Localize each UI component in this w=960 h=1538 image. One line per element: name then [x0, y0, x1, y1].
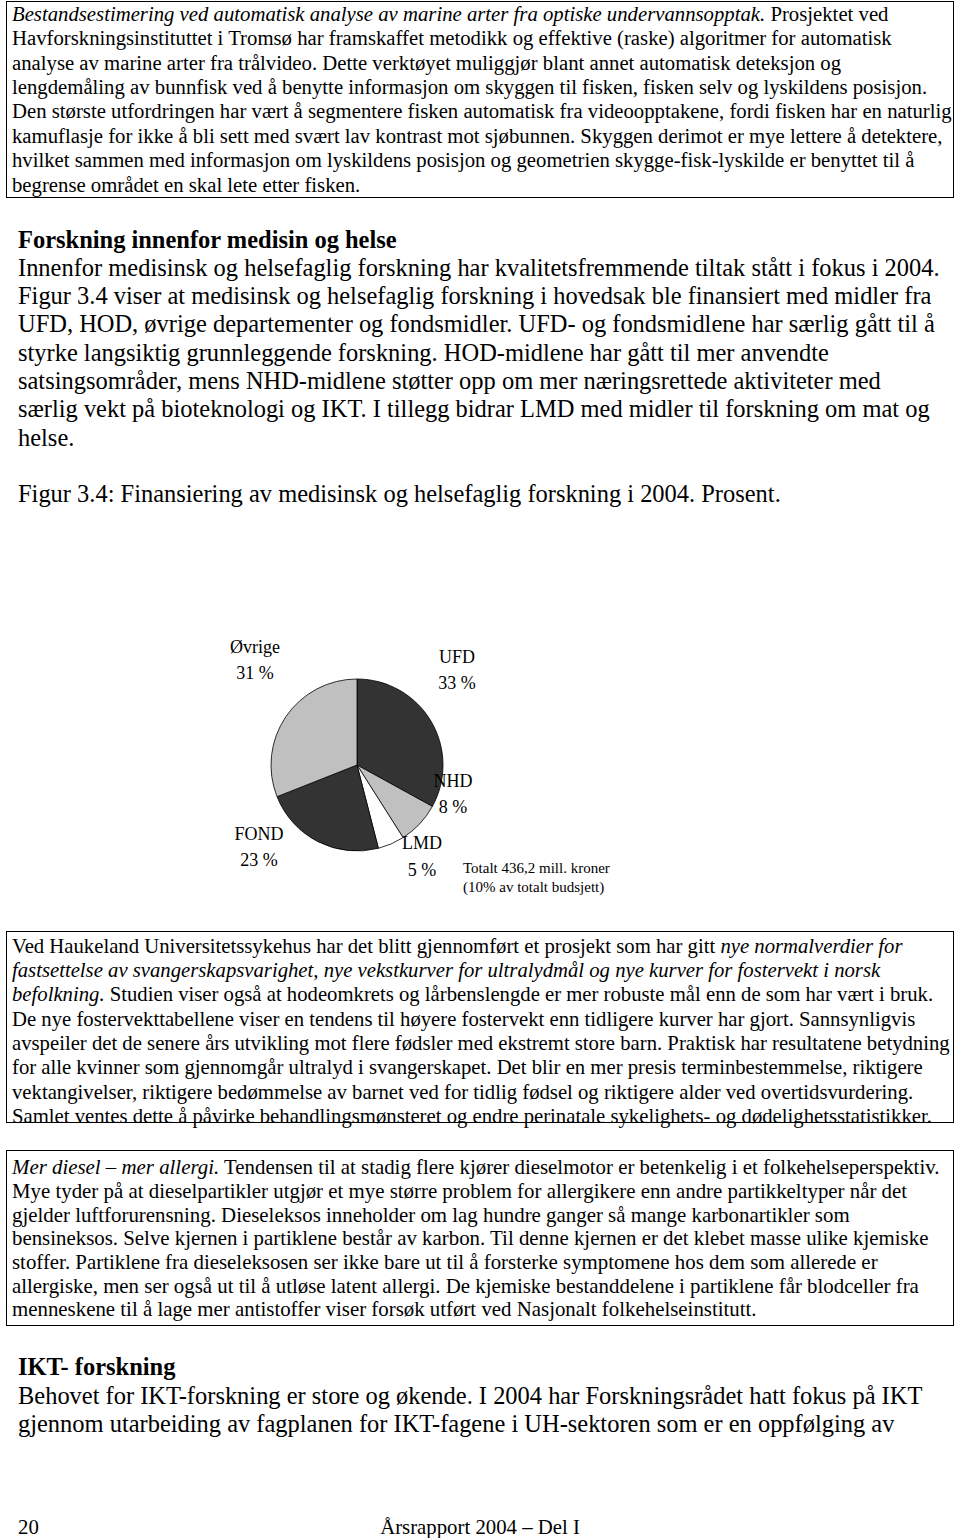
text-line: særlig vekt på bioteknologi og IKT. I ti… — [18, 395, 930, 423]
text-line: kamuflasje for ikke å bli sett med svært… — [12, 124, 943, 148]
pie-chart: UFD 33 % NHD 8 % LMD 5 % FOND 23 % Øvrige 31 % Tot… — [0, 600, 960, 920]
value-label: 8 % — [439, 797, 468, 817]
text: Figur 3.4 viser at medisinsk og helsefag… — [18, 282, 931, 309]
text: gjennom utarbeiding av fagplanen for IKT… — [18, 1410, 894, 1437]
pie-slice — [271, 679, 357, 797]
text: vektangivelser, riktigere bedømmelse av … — [12, 1081, 913, 1103]
annotations: Totalt 436,2 mill. kroner (10% av totalt … — [463, 860, 610, 896]
text-line: fastsettelse av svangerskapsvarighet, ny… — [12, 958, 880, 982]
text: Havforskningsinstituttet i Tromsø har fr… — [12, 27, 892, 49]
text: Mye tyder på at dieselpartikler utgjør e… — [12, 1179, 907, 1203]
text: Studien viser også at hodeomkrets og lår… — [105, 983, 934, 1005]
text-line: begrense området en skal lete etter fisk… — [12, 173, 360, 197]
text: satsingsområder, mens NHD-midlene støtte… — [18, 367, 881, 394]
italic-text: fastsettelse av svangerskapsvarighet, ny… — [12, 959, 880, 981]
page-number: 20 — [18, 1513, 39, 1538]
text-line: Havforskningsinstituttet i Tromsø har fr… — [12, 26, 892, 50]
text: Behovet for IKT-forskning er store og øk… — [18, 1382, 922, 1409]
value-label: 33 % — [438, 673, 476, 693]
category-label: FOND — [234, 824, 283, 844]
text-line: lengdemåling av bunnfisk ved å benytte i… — [12, 75, 927, 99]
text-line: avspeiler det de senere års utvikling mo… — [12, 1031, 950, 1055]
page: Bestandsestimering ved automatisk analys… — [0, 0, 960, 1538]
italic-text: nye normalverdier for — [720, 935, 902, 957]
text: for alle kvinner som gjennomgår ultralyd… — [12, 1056, 923, 1078]
text-line: IKT- forskning — [18, 1353, 175, 1381]
text: Ved Haukeland Universitetssykehus har de… — [12, 935, 720, 957]
text-line: vektangivelser, riktigere bedømmelse av … — [12, 1080, 913, 1104]
text-line: Den største utfordringen har vært å segm… — [12, 99, 952, 123]
italic-text: Bestandsestimering ved automatisk analys… — [12, 3, 765, 25]
text: styrke langsiktig grunnleggende forsknin… — [18, 339, 829, 366]
italic-text: Mer diesel – mer allergi. — [12, 1155, 219, 1179]
text-line: allergiske, men ser også ut til å utløse… — [12, 1275, 919, 1299]
value-label: 5 % — [408, 860, 437, 880]
text-line: stoffer. Partiklene fra dieseleksosen se… — [12, 1251, 878, 1275]
text: Samlet ventes dette å påvirke behandling… — [12, 1105, 932, 1127]
text: avspeiler det de senere års utvikling mo… — [12, 1032, 950, 1054]
text: IKT- forskning — [18, 1353, 175, 1380]
text: kamuflasje for ikke å bli sett med svært… — [12, 125, 943, 147]
text: bensineksos. Selve kjernen i partiklene … — [12, 1226, 928, 1250]
text-line: Figur 3.4 viser at medisinsk og helsefag… — [18, 282, 931, 310]
text: menneskene til å lage mer antistoffer vi… — [12, 1297, 757, 1321]
value-label: 31 % — [236, 663, 274, 683]
text-line: Behovet for IKT-forskning er store og øk… — [18, 1382, 922, 1411]
value-label: 23 % — [240, 850, 278, 870]
text: Den største utfordringen har vært å segm… — [12, 100, 952, 122]
text-line: De nye fostervekttabellene viser en tend… — [12, 1007, 915, 1031]
text-line: hvilket sammen med informasjon om lyskil… — [12, 148, 914, 172]
text-line: Bestandsestimering ved automatisk analys… — [12, 2, 888, 26]
text: hvilket sammen med informasjon om lyskil… — [12, 149, 914, 171]
category-label: Øvrige — [230, 637, 280, 657]
text: særlig vekt på bioteknologi og IKT. I ti… — [18, 395, 930, 422]
annotation: Totalt 436,2 mill. kroner — [463, 860, 610, 876]
text: begrense området en skal lete etter fisk… — [12, 174, 360, 196]
text: Tendensen til at stadig flere kjører die… — [219, 1155, 939, 1179]
text: allergiske, men ser også ut til å utløse… — [12, 1274, 919, 1298]
text-line: styrke langsiktig grunnleggende forsknin… — [18, 339, 829, 367]
text-line: Mer diesel – mer allergi. Tendensen til … — [12, 1156, 939, 1180]
text: gjelder luftforurensning. Dieseleksos in… — [12, 1203, 850, 1227]
chart-title: Figur 3.4: Finansiering av medisinsk og … — [18, 480, 781, 508]
text-line: gjelder luftforurensning. Dieseleksos in… — [12, 1204, 850, 1228]
text-line: UFD, HOD, øvrige departementer og fondsm… — [18, 310, 935, 338]
text: UFD, HOD, øvrige departementer og fondsm… — [18, 310, 935, 337]
text: lengdemåling av bunnfisk ved å benytte i… — [12, 76, 927, 98]
text-line: Forskning innenfor medisin og helse — [18, 226, 397, 254]
text: helse. — [18, 424, 74, 451]
text-line: Samlet ventes dette å påvirke behandling… — [12, 1104, 932, 1128]
labels: UFD 33 % NHD 8 % LMD 5 % FOND 23 % Øvrige 31 % — [230, 637, 476, 880]
text-line: analyse av marine arter fra trålvideo. D… — [12, 51, 841, 75]
text-line: Mye tyder på at dieselpartikler utgjør e… — [12, 1180, 907, 1204]
text-line: Ved Haukeland Universitetssykehus har de… — [12, 934, 902, 958]
category-label: LMD — [402, 833, 442, 853]
footer-title: Årsrapport 2004 – Del I — [0, 1513, 960, 1538]
category-label: UFD — [439, 647, 475, 667]
text-line: befolkning. Studien viser også at hodeom… — [12, 982, 933, 1006]
italic-text: befolkning. — [12, 983, 105, 1005]
text: analyse av marine arter fra trålvideo. D… — [12, 52, 841, 74]
text-line: satsingsområder, mens NHD-midlene støtte… — [18, 367, 881, 395]
text: stoffer. Partiklene fra dieseleksosen se… — [12, 1250, 878, 1274]
text: Innenfor medisinsk og helsefaglig forskn… — [18, 254, 940, 281]
text-line: helse. — [18, 424, 74, 452]
text-line: Innenfor medisinsk og helsefaglig forskn… — [18, 254, 940, 282]
text-line: menneskene til å lage mer antistoffer vi… — [12, 1298, 757, 1322]
text-line: bensineksos. Selve kjernen i partiklene … — [12, 1227, 928, 1251]
text-line: gjennom utarbeiding av fagplanen for IKT… — [18, 1410, 894, 1439]
text: Forskning innenfor medisin og helse — [18, 226, 397, 253]
slices — [271, 679, 443, 851]
text: Prosjektet ved — [765, 3, 888, 25]
category-label: NHD — [434, 771, 473, 791]
text: De nye fostervekttabellene viser en tend… — [12, 1008, 915, 1030]
annotation: (10% av totalt budsjett) — [463, 879, 604, 896]
text-line: for alle kvinner som gjennomgår ultralyd… — [12, 1055, 923, 1079]
